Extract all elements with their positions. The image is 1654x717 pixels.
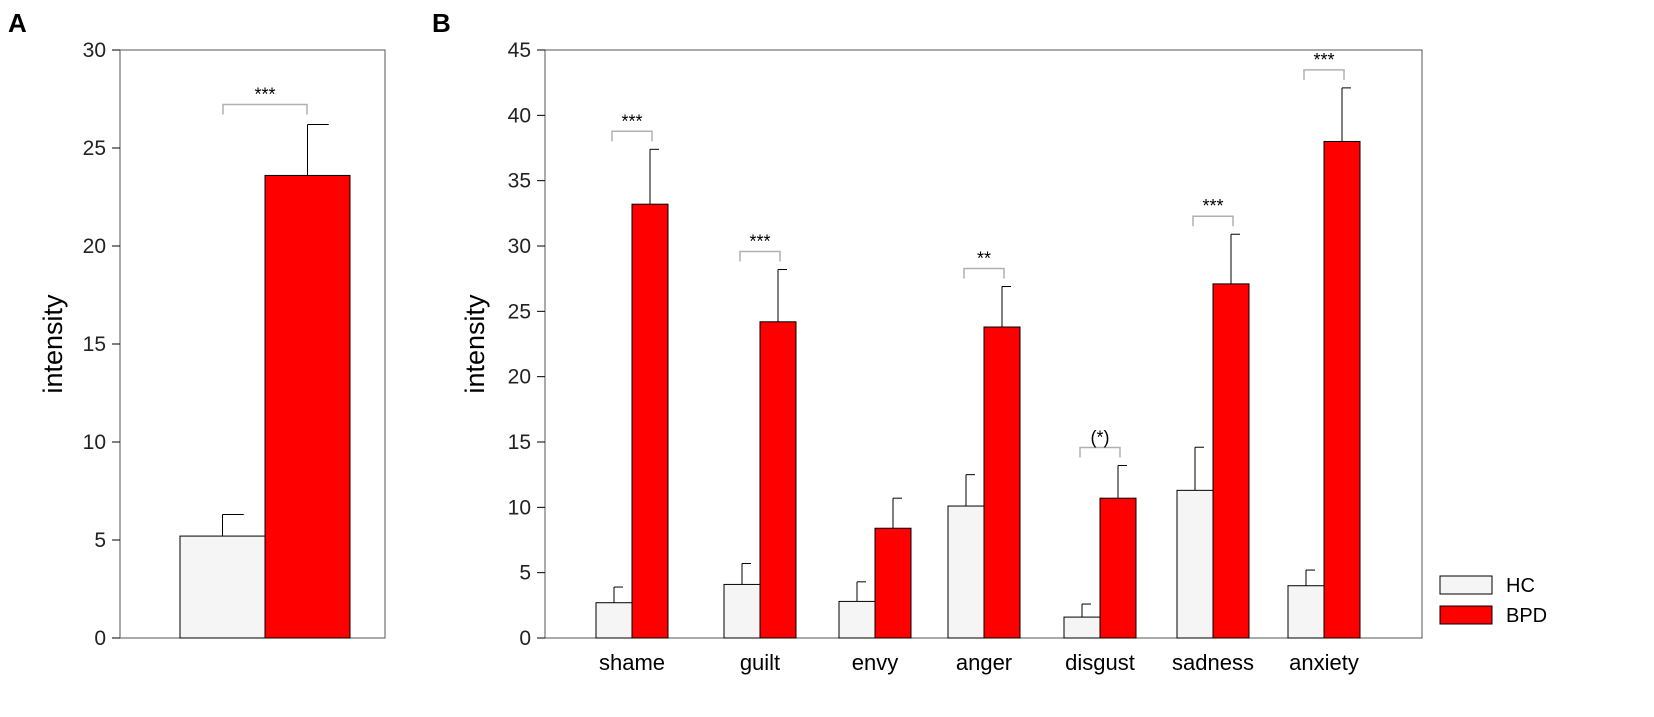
legend-label-bpd: BPD (1506, 605, 1547, 627)
y-tick-label: 20 (83, 235, 106, 258)
bar-bpd (1099, 497, 1137, 639)
category-label: disgust (1065, 650, 1135, 675)
panel-letter: B (432, 8, 451, 38)
category-label: anger (956, 650, 1012, 675)
y-tick-label: 25 (508, 300, 531, 323)
category-label: guilt (740, 650, 780, 675)
legend-label-hc: HC (1506, 575, 1535, 597)
significance-bracket (1303, 69, 1345, 80)
y-tick-label: 0 (94, 627, 106, 650)
y-tick-label: 25 (83, 137, 106, 160)
legend-swatch-hc (1439, 575, 1493, 595)
bar-bpd (1323, 140, 1361, 639)
y-axis-title: intensity (38, 294, 68, 394)
category-label: anxiety (1289, 650, 1359, 675)
significance-bracket (1079, 446, 1121, 458)
y-tick-label: 15 (83, 333, 106, 356)
bar-hc (1176, 489, 1214, 639)
bar-bpd (759, 321, 797, 639)
significance-label: *** (1313, 50, 1334, 70)
legend-swatch-bpd (1439, 605, 1493, 625)
category-label: shame (599, 650, 665, 675)
y-tick-label: 10 (508, 496, 531, 519)
significance-bracket (963, 267, 1005, 279)
significance-label: *** (1202, 196, 1223, 216)
significance-bracket (1192, 215, 1234, 227)
significance-label: ** (977, 249, 991, 269)
significance-label: *** (749, 232, 770, 252)
bar-hc (1063, 616, 1101, 639)
y-tick-label: 35 (508, 170, 531, 193)
significance-bracket (739, 250, 781, 262)
category-label: sadness (1172, 650, 1254, 675)
panel-a: A 0 5 10 15 20 25 30 intensity *** (8, 8, 386, 650)
bar-bpd (874, 527, 912, 639)
y-tick-label: 15 (508, 431, 531, 454)
y-tick-label: 20 (508, 366, 531, 389)
category-label: envy (852, 650, 898, 675)
bar-bpd (631, 203, 669, 639)
bar-hc (595, 602, 633, 639)
y-tick-label: 5 (94, 529, 106, 552)
y-tick-label: 30 (83, 39, 106, 62)
y-tick-label: 45 (508, 39, 531, 62)
significance-label: (*) (1091, 428, 1110, 448)
bar-hc (723, 583, 761, 639)
bar-hc (838, 600, 876, 639)
panel-letter: A (8, 8, 27, 38)
significance-label: *** (621, 111, 642, 131)
y-tick-label: 10 (83, 431, 106, 454)
significance-bracket (611, 130, 653, 142)
bar-bpd (1212, 283, 1250, 639)
bar-hc (947, 505, 985, 639)
bar-bpd (983, 326, 1021, 639)
significance-bracket (222, 103, 308, 115)
panel-b: B 0 5 10 15 20 25 30 35 40 45 intensity shame *** guil… (432, 8, 1423, 675)
y-tick-label: 0 (519, 627, 531, 650)
y-tick-label: 5 (519, 562, 531, 585)
bar-hc (1287, 585, 1325, 639)
y-axis-title: intensity (460, 294, 490, 394)
significance-label: *** (254, 84, 275, 104)
bar-hc (179, 535, 266, 639)
legend: HC BPD (1439, 575, 1547, 627)
bar-bpd (264, 174, 351, 639)
y-tick-label: 30 (508, 235, 531, 258)
y-tick-label: 40 (508, 104, 531, 127)
